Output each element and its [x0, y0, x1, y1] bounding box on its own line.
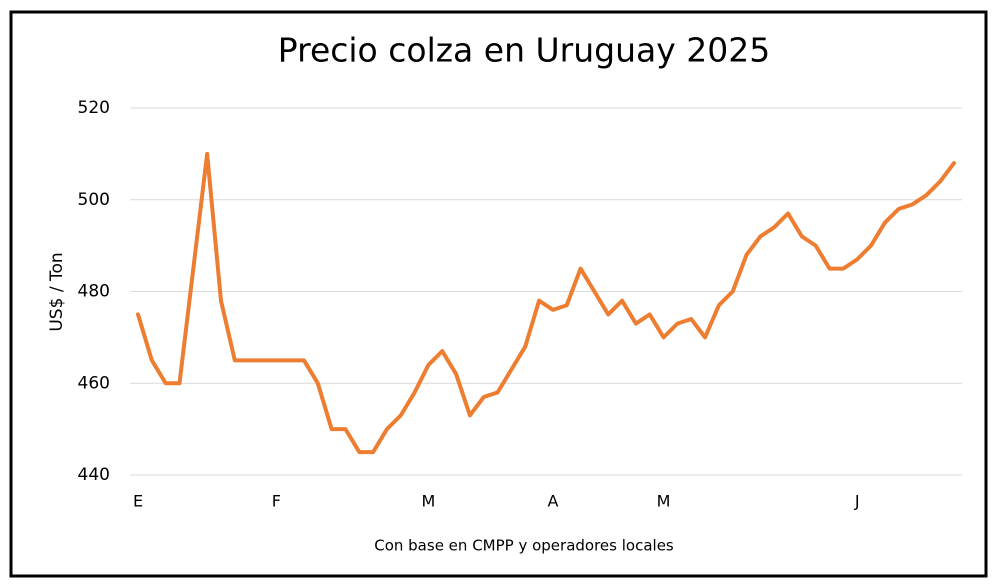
y-tick-label: 440 [78, 465, 110, 485]
y-tick-label: 500 [78, 190, 110, 210]
x-tick-label: J [854, 492, 860, 511]
x-tick-label: F [272, 492, 281, 511]
x-tick-label: M [657, 492, 671, 511]
y-tick-label: 460 [78, 373, 110, 393]
chart-border [9, 10, 988, 578]
x-axis-label: Con base en CMPP y operadores locales [374, 537, 674, 555]
data-line [136, 151, 956, 455]
x-tick-label: M [422, 492, 436, 511]
x-tick-label: A [547, 492, 558, 511]
y-tick-label: 480 [78, 282, 110, 302]
y-axis-label: US$ / Ton [47, 252, 67, 331]
chart-title: Precio colza en Uruguay 2025 [278, 31, 770, 70]
y-tick-label: 520 [78, 98, 110, 118]
x-tick-label: E [133, 492, 143, 511]
